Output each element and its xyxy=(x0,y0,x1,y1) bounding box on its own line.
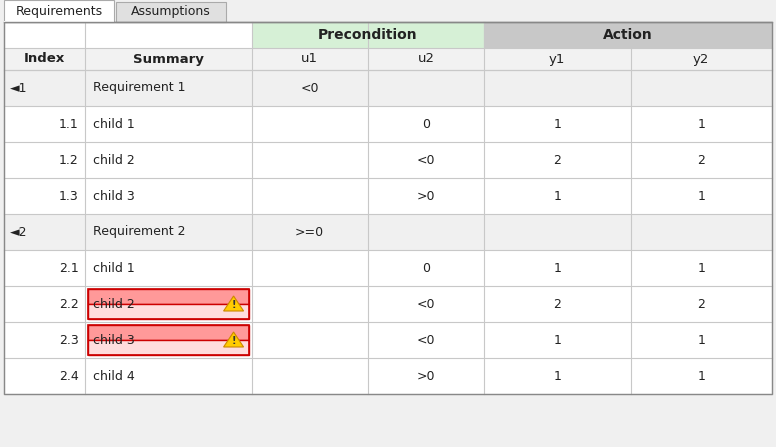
Bar xyxy=(4,22,772,394)
Bar xyxy=(4,358,772,394)
Text: 2: 2 xyxy=(553,153,561,166)
Text: child 2: child 2 xyxy=(93,153,134,166)
Text: 1: 1 xyxy=(698,333,705,346)
Bar xyxy=(4,70,772,106)
Bar xyxy=(116,2,226,22)
Bar xyxy=(0,0,776,22)
Text: 2.2: 2.2 xyxy=(59,298,79,311)
Text: Requirements: Requirements xyxy=(16,4,102,17)
Bar xyxy=(4,178,772,214)
Bar xyxy=(4,286,772,322)
Bar xyxy=(4,250,772,286)
Text: !: ! xyxy=(231,336,236,346)
Text: 0: 0 xyxy=(422,261,430,274)
Text: Action: Action xyxy=(603,28,653,42)
Bar xyxy=(4,0,114,22)
Text: Index: Index xyxy=(24,52,65,66)
Text: <0: <0 xyxy=(300,81,319,94)
Text: Requirement 2: Requirement 2 xyxy=(93,225,185,239)
Text: u1: u1 xyxy=(301,52,318,66)
Polygon shape xyxy=(223,296,244,311)
Text: <0: <0 xyxy=(417,333,435,346)
Bar xyxy=(4,142,772,178)
Text: child 1: child 1 xyxy=(93,118,134,131)
Text: 2: 2 xyxy=(553,298,561,311)
Text: <0: <0 xyxy=(417,153,435,166)
Text: 1.3: 1.3 xyxy=(59,190,79,202)
Text: 1: 1 xyxy=(698,261,705,274)
Bar xyxy=(88,289,248,304)
Text: 1: 1 xyxy=(553,333,561,346)
Text: child 3: child 3 xyxy=(93,333,134,346)
Bar xyxy=(4,22,251,48)
Bar xyxy=(4,106,772,142)
Text: y2: y2 xyxy=(693,52,709,66)
Text: u2: u2 xyxy=(417,52,435,66)
Bar xyxy=(88,304,248,319)
Bar xyxy=(88,325,248,340)
Text: 2.3: 2.3 xyxy=(59,333,79,346)
Text: y1: y1 xyxy=(549,52,566,66)
Bar xyxy=(4,22,772,394)
Bar xyxy=(88,340,248,355)
Polygon shape xyxy=(223,332,244,347)
Text: 1: 1 xyxy=(698,190,705,202)
Text: >=0: >=0 xyxy=(295,225,324,239)
Text: 2: 2 xyxy=(698,298,705,311)
Text: 2.4: 2.4 xyxy=(59,370,79,383)
Text: <0: <0 xyxy=(417,298,435,311)
Text: 2.1: 2.1 xyxy=(59,261,79,274)
Text: Precondition: Precondition xyxy=(318,28,417,42)
Text: child 1: child 1 xyxy=(93,261,134,274)
Text: 1: 1 xyxy=(553,261,561,274)
Text: >0: >0 xyxy=(417,190,435,202)
Text: !: ! xyxy=(231,300,236,310)
Text: child 2: child 2 xyxy=(93,298,134,311)
Text: Assumptions: Assumptions xyxy=(131,4,211,17)
Text: 1: 1 xyxy=(698,370,705,383)
Text: Summary: Summary xyxy=(133,52,203,66)
Text: 0: 0 xyxy=(422,118,430,131)
Text: 1.1: 1.1 xyxy=(59,118,79,131)
Bar xyxy=(88,289,248,319)
Text: Requirement 1: Requirement 1 xyxy=(93,81,185,94)
Text: ◄2: ◄2 xyxy=(10,225,27,239)
Text: 1: 1 xyxy=(698,118,705,131)
Bar xyxy=(88,325,248,355)
Bar xyxy=(4,214,772,250)
Bar xyxy=(4,48,772,70)
Text: 1: 1 xyxy=(553,190,561,202)
Text: child 3: child 3 xyxy=(93,190,134,202)
Text: 2: 2 xyxy=(698,153,705,166)
Text: 1.2: 1.2 xyxy=(59,153,79,166)
Text: 1: 1 xyxy=(553,118,561,131)
Bar xyxy=(4,322,772,358)
Text: >0: >0 xyxy=(417,370,435,383)
Bar xyxy=(484,22,772,48)
Text: 1: 1 xyxy=(553,370,561,383)
Bar xyxy=(4,21,114,23)
Text: ◄1: ◄1 xyxy=(10,81,27,94)
Bar xyxy=(251,22,484,48)
Text: child 4: child 4 xyxy=(93,370,134,383)
